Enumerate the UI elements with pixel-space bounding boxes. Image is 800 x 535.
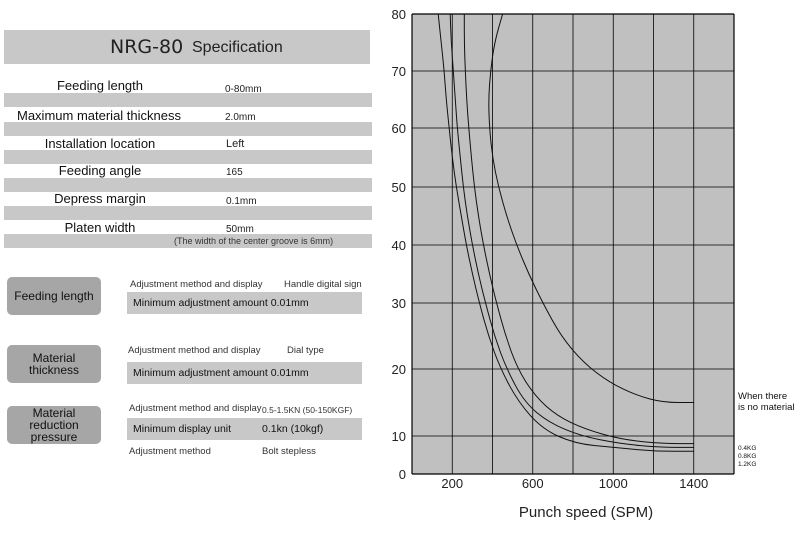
y-tick-label: 30	[392, 296, 406, 311]
adjust-min-bar: Minimum adjustment amount 0.01mm	[127, 292, 362, 314]
y-tick-label: 10	[392, 429, 406, 444]
adjust-name-material-thickness: Material thickness	[7, 345, 101, 383]
x-tick-label: 200	[441, 476, 463, 491]
x-tick-label: 1400	[679, 476, 708, 491]
spec-title-bar: NRG-80 Specification	[4, 30, 370, 64]
annotation-0-4kg: 0.4KG	[738, 445, 756, 452]
adjust-min-label: Minimum display unit	[133, 423, 232, 435]
adjust-method-label: Adjustment method and display	[128, 345, 261, 356]
spec-label-feeding-angle: Feeding angle	[58, 163, 142, 178]
x-tick-label: 600	[522, 476, 544, 491]
annotation-1-2kg: 1.2KG	[738, 461, 756, 468]
spec-label-feeding-length: Feeding length	[56, 78, 143, 93]
adjust-method-value: Dial type	[287, 345, 324, 356]
spec-band	[4, 122, 372, 136]
adjust-min-label: Minimum adjustment amount 0.01mm	[133, 367, 309, 379]
model-name: NRG-80	[110, 36, 184, 58]
x-axis-title: Punch speed (SPM)	[519, 504, 653, 521]
spec-label-installation: Installation location	[44, 136, 156, 151]
adjust-method-value: 0.5-1.5KN (50-150KGF)	[262, 405, 353, 415]
spec-value-depress-margin: 0.1mm	[226, 196, 257, 207]
spec-value-feeding-angle: 165	[226, 167, 243, 178]
adjust-method-value: Bolt stepless	[262, 446, 316, 457]
series-curve	[463, 13, 694, 445]
spec-heading: Specification	[192, 39, 283, 56]
series-curve	[437, 13, 694, 452]
spec-value-platen-width: 50mm	[226, 224, 254, 235]
spec-value-thickness: 2.0mm	[225, 112, 256, 123]
grid-lines	[411, 13, 735, 475]
y-tick-label: 20	[392, 362, 406, 377]
x-tick-label: 1000	[599, 476, 628, 491]
spec-band	[4, 206, 372, 220]
x-axis-ticks: 200 600 1000 1400	[441, 476, 708, 491]
platen-note: (The width of the center groove is 6mm)	[174, 236, 334, 246]
spec-band	[4, 178, 372, 192]
annotation-no-material-2: is no material	[738, 402, 795, 413]
curves	[437, 13, 694, 452]
adjust-min-bar: Minimum display unit 0.1kn (10kgf)	[127, 418, 362, 440]
adjust-min-bar: Minimum adjustment amount 0.01mm	[127, 362, 362, 384]
annotation-0-8kg: 0.8KG	[738, 453, 756, 460]
y-tick-label: 50	[392, 180, 406, 195]
spec-value-feeding-length: 0-80mm	[225, 84, 262, 95]
y-tick-label: 0	[399, 467, 406, 482]
series-curve	[449, 13, 694, 448]
y-tick-label: 70	[392, 64, 406, 79]
spec-label-platen-width: Platen width	[64, 220, 136, 235]
y-tick-label: 80	[392, 7, 406, 22]
adjust-method-value: Handle digital sign	[284, 279, 362, 290]
adjust-min-label: Minimum adjustment amount 0.01mm	[133, 297, 309, 309]
spec-band	[4, 150, 372, 164]
y-tick-label: 40	[392, 238, 406, 253]
adjust-name-reduction-pressure: Material reduction pressure	[7, 406, 101, 444]
adjust-method-label: Adjustment method and display	[129, 403, 262, 414]
spec-band	[4, 93, 372, 107]
series-curve	[488, 13, 694, 403]
y-tick-label: 60	[392, 121, 406, 136]
adjust-method-label: Adjustment method	[129, 446, 211, 457]
adjust-min-value: 0.1kn (10kgf)	[262, 423, 324, 435]
adjust-method-label: Adjustment method and display	[130, 279, 263, 290]
spec-band	[4, 234, 372, 248]
spec-label-depress-margin: Depress margin	[54, 191, 146, 206]
annotation-no-material-1: When there	[738, 391, 787, 402]
spec-value-installation: Left	[226, 138, 245, 150]
spec-label-thickness: Maximum material thickness	[17, 108, 181, 123]
adjust-name-feeding-length: Feeding length	[7, 277, 101, 315]
y-axis-ticks: 0 10 20 30 40 50 60 70 80	[392, 7, 406, 482]
punch-speed-chart: 0 10 20 30 40 50 60 70 80 200 600 1000 1400 Punch s…	[392, 7, 795, 521]
